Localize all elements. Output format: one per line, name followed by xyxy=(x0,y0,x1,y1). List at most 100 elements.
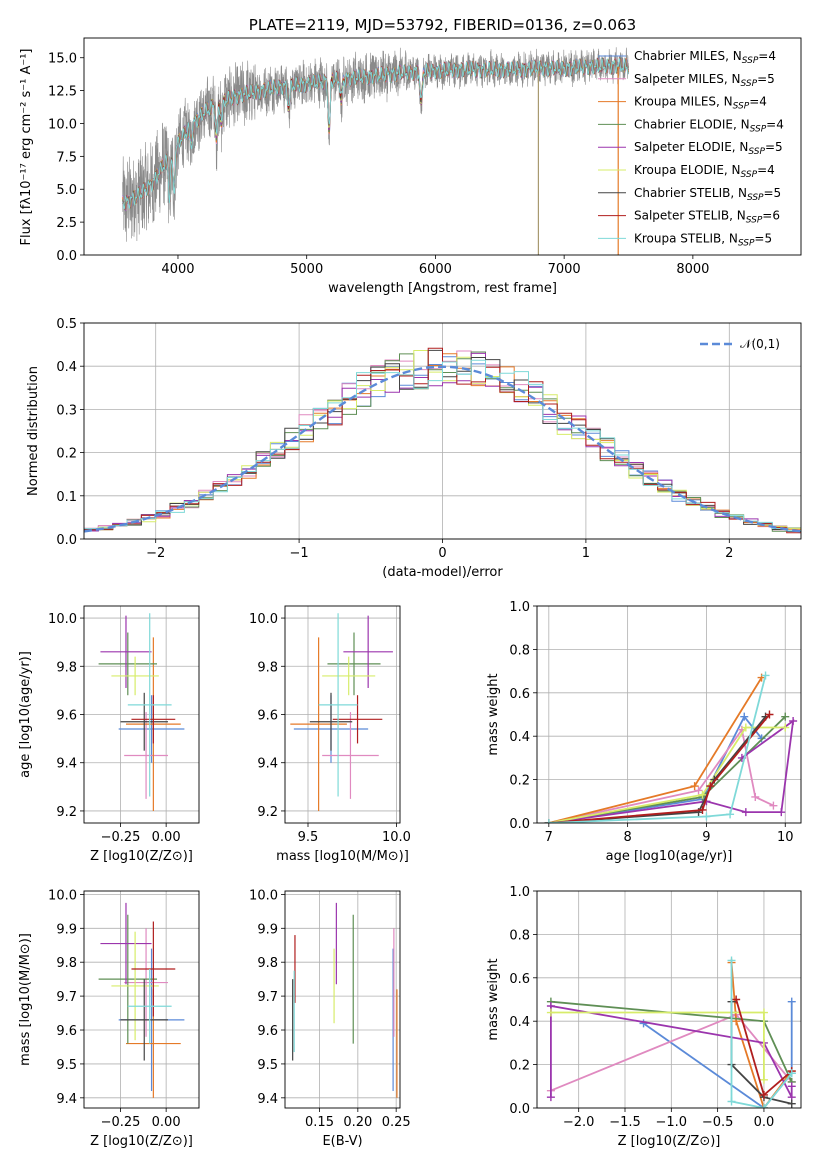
spectrum-ytick-label: 15.0 xyxy=(48,52,77,67)
z_weight-ytick-label: 0.6 xyxy=(509,972,530,987)
residuals-xlabel: (data-model)/error xyxy=(382,565,503,580)
age_weight-marker-chabrier_miles xyxy=(740,712,749,721)
z_weight-ylabel: mass weight xyxy=(486,958,501,1040)
age_weight-xlabel: age [log10(age/yr)] xyxy=(606,849,733,864)
legend-tail: =4 xyxy=(749,95,767,109)
age_weight-ylabel: mass weight xyxy=(486,673,501,755)
age_weight-ytick-label: 0.2 xyxy=(509,774,530,789)
z_weight-ytick-label: 0.2 xyxy=(509,1059,530,1074)
ebv_mass-ytick-label: 9.6 xyxy=(257,1024,278,1039)
age_weight-marker-kroupa_stelib xyxy=(702,812,711,821)
residuals-ylabel: Normed distribution xyxy=(26,366,41,496)
z_weight-xtick-label: −0.5 xyxy=(702,1115,734,1130)
legend-label-salpeter_elodie: Salpeter ELODIE, NSSP=5 xyxy=(634,140,783,157)
age_weight-plot xyxy=(537,605,801,824)
mass_age-ytick-label: 9.6 xyxy=(257,709,278,724)
spectrum-data-line xyxy=(122,47,629,242)
age_weight-xtick-label: 9 xyxy=(702,830,710,845)
ebv_mass-ytick-label: 9.7 xyxy=(257,990,278,1005)
age_weight-marker-kroupa_miles xyxy=(690,782,699,791)
z_mass-ylabel: mass [log10(M/M⊙)] xyxy=(18,933,33,1066)
spectrum-ytick-label: 7.5 xyxy=(56,150,77,165)
age_weight-marker-salpeter_miles xyxy=(751,792,760,801)
residuals-ytick-label: 0.4 xyxy=(56,360,77,375)
z_age-plot xyxy=(84,606,199,823)
legend-text: Kroupa MILES, N xyxy=(634,95,733,109)
age_weight-marks xyxy=(544,671,798,823)
z_weight-xtick-label: −2.0 xyxy=(563,1115,595,1130)
age_weight-marker-salpeter_miles xyxy=(694,786,703,795)
legend-tail: =4 xyxy=(757,163,775,177)
residuals-marks xyxy=(84,347,801,534)
z_weight-xtick-label: −1.0 xyxy=(656,1115,688,1130)
z_mass-xtick-label: 0.00 xyxy=(152,1115,181,1130)
legend-tail: =5 xyxy=(754,231,772,245)
residuals-ytick-label: 0.3 xyxy=(56,403,77,418)
ebv_mass-frame xyxy=(284,890,401,1109)
ebv_mass-ytick-label: 9.9 xyxy=(257,922,278,937)
legend-sub: SSP xyxy=(741,170,758,180)
mass_age-plot xyxy=(285,606,400,823)
ebv_mass-ytick-label: 9.4 xyxy=(257,1092,278,1107)
residuals-ytick-label: 0.0 xyxy=(56,533,77,548)
age_weight-series-kroupa_stelib xyxy=(548,675,767,823)
age_weight-marker-salpeter_elodie xyxy=(789,717,798,726)
spectrum-ytick-label: 2.5 xyxy=(56,216,77,231)
z_mass-ytick-label: 9.8 xyxy=(56,956,77,971)
spectrum-ytick-label: 12.5 xyxy=(48,85,77,100)
z_mass-marks xyxy=(98,902,185,1098)
legend-text: Chabrier ELODIE, N xyxy=(634,117,750,131)
ebv_mass-ytick-label: 9.8 xyxy=(257,956,278,971)
z_weight-marker-kroupa_elodie xyxy=(546,1008,555,1017)
mass_age-xtick-label: 9.5 xyxy=(298,830,319,845)
residuals-xtick-label: 0 xyxy=(438,546,446,561)
age_weight-marker-kroupa_stelib xyxy=(544,819,553,823)
age_weight-xtick-label: 8 xyxy=(623,830,631,845)
age_weight-marker-salpeter_elodie xyxy=(777,808,786,817)
age_weight-marker-chabrier_elodie xyxy=(781,712,790,721)
z_weight-marks xyxy=(546,956,796,1108)
z_mass-xlabel: Z [log10(Z/Z⊙)] xyxy=(90,1134,193,1149)
legend-tail: =5 xyxy=(765,140,783,154)
z_mass-ytick-label: 9.6 xyxy=(56,1024,77,1039)
z_age-ytick-label: 10.0 xyxy=(48,612,77,627)
z_weight-marker-kroupa_elodie xyxy=(759,1008,768,1017)
legend-text: Salpeter MILES, N xyxy=(634,72,741,86)
age_weight-ytick-label: 0.8 xyxy=(509,643,530,658)
spectrum-frame xyxy=(83,37,802,256)
age_weight-marker-salpeter_miles xyxy=(769,801,778,810)
z_age-ytick-label: 9.4 xyxy=(56,757,77,772)
residuals-ytick-label: 0.1 xyxy=(56,490,77,505)
legend-tail: =5 xyxy=(764,186,782,200)
legend-sub: SSP xyxy=(742,56,759,66)
residuals-xtick-label: −2 xyxy=(146,546,165,561)
age_weight-xtick-label: 10 xyxy=(777,830,794,845)
z_weight-marker-kroupa_stelib xyxy=(727,1097,736,1106)
z_mass-ytick-label: 9.5 xyxy=(56,1058,77,1073)
z_mass-ytick-label: 9.9 xyxy=(56,922,77,937)
z_weight-ytick-label: 0.4 xyxy=(509,1015,530,1030)
z_weight-plot xyxy=(537,890,801,1109)
legend-sub: SSP xyxy=(748,147,765,157)
mass_age-ytick-label: 9.4 xyxy=(257,757,278,772)
spectrum-xtick-label: 6000 xyxy=(419,262,452,277)
age_weight-marker-kroupa_elodie xyxy=(781,723,790,732)
z_mass-ytick-label: 10.0 xyxy=(48,888,77,903)
mass_age-ytick-label: 10.0 xyxy=(249,612,278,627)
z_age-xlabel: Z [log10(Z/Z⊙)] xyxy=(90,849,193,864)
z_weight-ytick-label: 0.8 xyxy=(509,928,530,943)
ebv_mass-xtick-label: 0.20 xyxy=(343,1115,372,1130)
age_weight-series-kroupa_miles xyxy=(548,677,763,823)
legend-tail: =5 xyxy=(757,72,775,86)
age_weight-ytick-label: 0.4 xyxy=(509,730,530,745)
spectrum-ytick-label: 10.0 xyxy=(48,117,77,132)
z_weight-marker-chabrier_stelib xyxy=(787,1099,796,1108)
age_weight-marker-kroupa_stelib xyxy=(726,810,735,819)
age_weight-ytick-label: 0.0 xyxy=(509,817,530,832)
age_weight-marker-salpeter_stelib xyxy=(765,710,774,719)
normal-reference-curve xyxy=(84,365,801,533)
ebv_mass-ytick-label: 10.0 xyxy=(249,888,278,903)
ebv_mass-marks xyxy=(292,902,398,1098)
mass_age-ytick-label: 9.8 xyxy=(257,660,278,675)
ebv_mass-plot xyxy=(285,891,400,1108)
